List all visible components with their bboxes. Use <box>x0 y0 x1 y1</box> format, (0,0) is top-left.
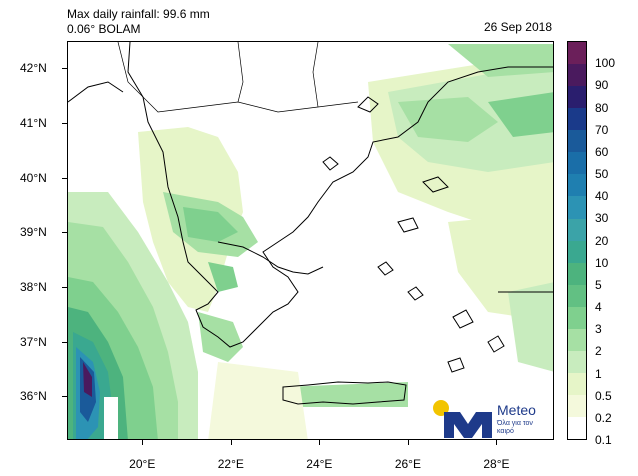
lat-tick <box>62 341 67 343</box>
colorbar-label: 2 <box>595 344 602 359</box>
colorbar-segment <box>568 86 586 109</box>
lat-label: 40°N <box>20 170 47 185</box>
lat-tick <box>62 286 67 288</box>
colorbar-label: 30 <box>595 211 609 226</box>
colorbar-segment <box>568 262 586 285</box>
colorbar-segment <box>568 174 586 197</box>
colorbar-label: 0.1 <box>595 433 612 447</box>
colorbar-label: 3 <box>595 322 602 337</box>
colorbar-segment <box>568 196 586 219</box>
coastlines <box>68 42 553 405</box>
colorbar-segment <box>568 350 586 373</box>
rainfall-map <box>67 41 554 440</box>
colorbar-segment <box>568 64 586 87</box>
map-canvas <box>68 42 553 439</box>
colorbar-segment <box>568 306 586 329</box>
colorbar-label: 80 <box>595 100 609 115</box>
lon-label: 24°E <box>306 457 333 471</box>
rainfall-colorbar <box>567 41 587 440</box>
colorbar-segment <box>568 152 586 175</box>
colorbar-segment <box>568 372 586 395</box>
colorbar-label: 60 <box>595 144 609 159</box>
logo-brand: Meteo <box>497 402 536 418</box>
lon-label: 26°E <box>394 457 421 471</box>
lon-tick <box>496 440 498 445</box>
lat-label: 37°N <box>20 334 47 349</box>
colorbar-label: 10 <box>595 255 609 270</box>
colorbar-segment <box>568 284 586 307</box>
lat-tick <box>62 177 67 179</box>
colorbar-segment <box>568 42 586 65</box>
rainfall-field <box>68 42 553 439</box>
lat-label: 41°N <box>20 115 47 130</box>
lon-tick <box>319 440 321 445</box>
lon-tick <box>407 440 409 445</box>
lon-label: 28°E <box>483 457 510 471</box>
colorbar-segment <box>568 417 586 440</box>
lat-tick <box>62 396 67 398</box>
colorbar-segment <box>568 328 586 351</box>
colorbar-label: 100 <box>595 56 616 71</box>
lon-label: 22°E <box>217 457 244 471</box>
meteo-logo-icon <box>433 400 492 438</box>
lon-tick <box>230 440 232 445</box>
lat-label: 39°N <box>20 225 47 240</box>
lat-label: 42°N <box>20 61 47 76</box>
lat-label: 36°N <box>20 389 47 404</box>
lat-tick <box>62 232 67 234</box>
colorbar-segment <box>568 240 586 263</box>
colorbar-label: 50 <box>595 167 609 181</box>
logo-tagline: Όλα για τον καιρό <box>497 420 533 435</box>
lat-label: 38°N <box>20 279 47 294</box>
lat-tick <box>62 68 67 70</box>
colorbar-label: 40 <box>595 189 609 204</box>
colorbar-segment <box>568 108 586 131</box>
colorbar-label: 90 <box>595 78 609 93</box>
colorbar-label: 0.2 <box>595 410 612 425</box>
model-label: 0.06° BOLAM <box>67 22 141 36</box>
lon-label: 20°E <box>129 457 156 471</box>
colorbar-label: 20 <box>595 233 609 248</box>
colorbar-segment <box>568 130 586 153</box>
colorbar-segment <box>568 395 586 418</box>
borders <box>117 42 359 113</box>
forecast-date: 26 Sep 2018 <box>483 20 552 34</box>
colorbar-label: 4 <box>595 300 602 314</box>
colorbar-label: 1 <box>595 366 602 381</box>
map-title: Max daily rainfall: 99.6 mm <box>67 7 210 21</box>
colorbar-label: 5 <box>595 277 602 292</box>
colorbar-label: 70 <box>595 122 609 137</box>
colorbar-label: 0.5 <box>595 388 612 403</box>
colorbar-segment <box>568 218 586 241</box>
lon-tick <box>142 440 144 445</box>
lat-tick <box>62 122 67 124</box>
